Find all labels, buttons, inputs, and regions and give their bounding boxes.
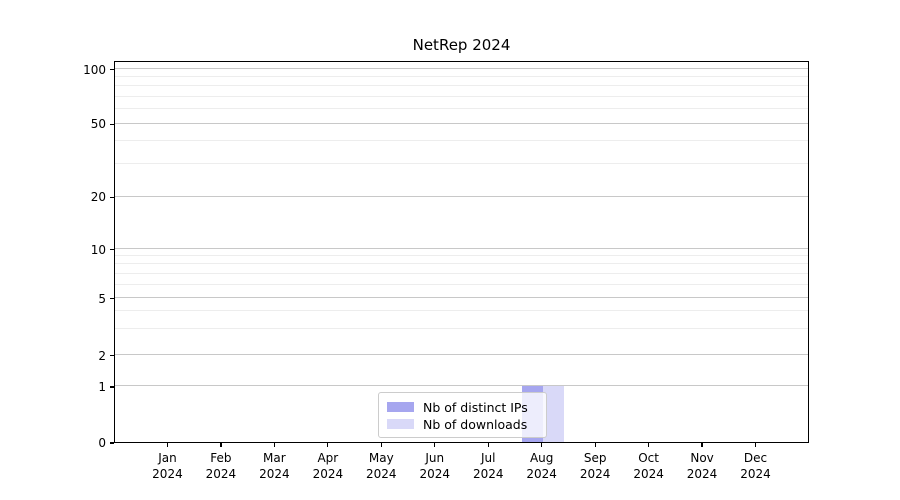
y-tick-mark-5 (110, 297, 114, 300)
x-tick-mark-aug-2024 (541, 443, 543, 447)
x-tick-label-dec-2024: Dec 2024 (740, 451, 771, 481)
y-tick-label-5: 5 (98, 291, 106, 306)
x-tick-mark-oct-2024 (648, 443, 650, 447)
legend-swatch-downloads (387, 419, 414, 429)
legend-swatch-distinct-ips (387, 402, 414, 412)
minor-gridline (115, 310, 808, 312)
bar-nb-of-downloads-aug-2024 (542, 386, 564, 442)
minor-gridline (115, 85, 808, 87)
minor-gridline (115, 163, 808, 165)
y-tick-mark-20 (110, 196, 114, 199)
y-tick-label-1: 1 (98, 379, 106, 394)
y-tick-mark-100 (110, 68, 114, 71)
major-gridline-2 (115, 353, 808, 355)
x-tick-mark-may-2024 (380, 443, 382, 447)
major-gridline-1 (115, 385, 808, 386)
x-tick-mark-jan-2024 (166, 443, 169, 447)
y-tick-mark-2 (110, 354, 114, 357)
y-tick-label-10: 10 (90, 242, 106, 257)
x-tick-label-oct-2024: Oct 2024 (633, 451, 664, 481)
legend-label-downloads: Nb of downloads (423, 416, 528, 432)
x-tick-mark-sep-2024 (594, 443, 596, 447)
major-gridline-20 (115, 195, 808, 197)
y-tick-mark-10 (110, 248, 114, 251)
x-tick-label-jul-2024: Jul 2024 (472, 451, 504, 481)
y-tick-label-100: 100 (83, 62, 106, 77)
x-tick-label-apr-2024: Apr 2024 (312, 451, 344, 481)
minor-gridline (115, 272, 808, 274)
plot-area (114, 61, 809, 443)
x-tick-label-feb-2024: Feb 2024 (205, 451, 237, 481)
major-gridline-50 (115, 122, 808, 124)
minor-gridline (115, 255, 808, 257)
minor-gridline (115, 263, 808, 265)
x-tick-label-may-2024: May 2024 (366, 451, 397, 481)
legend-item-downloads: Nb of downloads (387, 416, 546, 432)
x-tick-mark-jul-2024 (487, 443, 489, 447)
y-tick-mark-50 (110, 123, 114, 126)
major-gridline-10 (115, 247, 808, 249)
x-tick-mark-dec-2024 (754, 443, 757, 447)
x-tick-mark-mar-2024 (273, 443, 275, 447)
x-tick-label-jun-2024: Jun 2024 (419, 451, 451, 481)
chart-title: NetRep 2024 (412, 36, 511, 54)
y-tick-mark-0 (110, 442, 114, 444)
x-tick-label-aug-2024: Aug 2024 (526, 451, 557, 481)
x-tick-mark-jun-2024 (434, 443, 436, 447)
major-gridline-100 (115, 67, 808, 69)
x-tick-label-sep-2024: Sep 2024 (579, 451, 611, 481)
x-tick-label-mar-2024: Mar 2024 (259, 451, 290, 481)
y-tick-mark-1 (110, 386, 114, 388)
minor-gridline (115, 328, 808, 330)
x-tick-mark-apr-2024 (327, 443, 329, 447)
legend-item-distinct-ips: Nb of distinct IPs (387, 399, 546, 415)
y-tick-label-50: 50 (90, 117, 106, 132)
legend-label-distinct-ips: Nb of distinct IPs (423, 399, 528, 415)
minor-gridline (115, 95, 808, 97)
x-tick-mark-nov-2024 (701, 443, 703, 447)
minor-gridline (115, 75, 808, 77)
major-gridline-5 (115, 296, 808, 298)
y-tick-label-0: 0 (98, 436, 106, 450)
minor-gridline (115, 140, 808, 142)
minor-gridline (115, 108, 808, 110)
x-tick-label-nov-2024: Nov 2024 (686, 451, 718, 481)
y-tick-label-20: 20 (90, 190, 106, 205)
y-tick-label-2: 2 (98, 348, 106, 363)
legend: Nb of distinct IPs Nb of downloads (378, 392, 547, 438)
x-tick-mark-feb-2024 (220, 443, 222, 447)
minor-gridline (115, 283, 808, 285)
x-tick-label-jan-2024: Jan 2024 (152, 451, 183, 481)
